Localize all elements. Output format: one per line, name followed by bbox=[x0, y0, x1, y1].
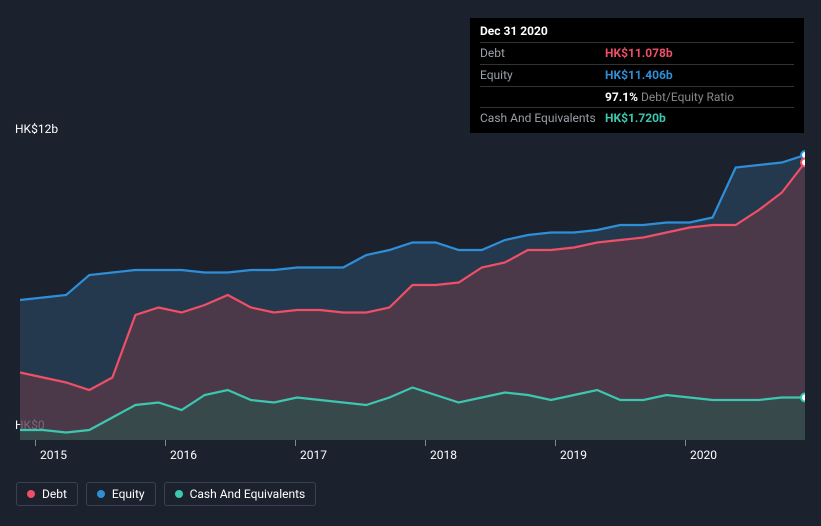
tooltip-label-ratio bbox=[480, 89, 605, 106]
tooltip-value-ratio: 97.1% Debt/Equity Ratio bbox=[605, 89, 734, 106]
legend-dot-icon bbox=[97, 490, 105, 498]
x-tick bbox=[685, 440, 686, 446]
x-axis-label: 2020 bbox=[690, 448, 717, 462]
tooltip-label-cash: Cash And Equivalents bbox=[480, 110, 605, 127]
tooltip-title: Dec 31 2020 bbox=[480, 24, 794, 42]
x-tick bbox=[555, 440, 556, 446]
x-axis-label: 2019 bbox=[560, 448, 587, 462]
legend-dot-icon bbox=[175, 490, 183, 498]
x-tick bbox=[165, 440, 166, 446]
chart-legend: Debt Equity Cash And Equivalents bbox=[16, 482, 316, 506]
debt-end-marker bbox=[801, 159, 805, 167]
legend-label: Cash And Equivalents bbox=[190, 487, 306, 501]
x-axis-labels: 2015 2016 2017 2018 2019 2020 bbox=[20, 448, 801, 468]
legend-item-debt[interactable]: Debt bbox=[16, 482, 78, 506]
legend-dot-icon bbox=[27, 490, 35, 498]
x-axis-label: 2015 bbox=[40, 448, 67, 462]
tooltip-value-debt: HK$11.078b bbox=[605, 45, 673, 62]
x-tick bbox=[35, 440, 36, 446]
x-axis-label: 2016 bbox=[170, 448, 197, 462]
tooltip-label-debt: Debt bbox=[480, 45, 605, 62]
x-tick bbox=[425, 440, 426, 446]
chart-tooltip: Dec 31 2020 Debt HK$11.078b Equity HK$11… bbox=[470, 18, 804, 133]
legend-label: Equity bbox=[112, 487, 145, 501]
area-chart[interactable] bbox=[20, 140, 805, 440]
legend-item-equity[interactable]: Equity bbox=[86, 482, 156, 506]
x-axis-label: 2017 bbox=[300, 448, 327, 462]
tooltip-value-equity: HK$11.406b bbox=[605, 67, 673, 84]
legend-item-cash-and-equivalents[interactable]: Cash And Equivalents bbox=[164, 482, 317, 506]
tooltip-label-equity: Equity bbox=[480, 67, 605, 84]
x-axis-label: 2018 bbox=[430, 448, 457, 462]
cash-end-marker bbox=[801, 394, 805, 402]
tooltip-value-cash: HK$1.720b bbox=[605, 110, 666, 127]
legend-label: Debt bbox=[42, 487, 67, 501]
x-tick bbox=[295, 440, 296, 446]
y-axis-label-top: HK$12b bbox=[15, 122, 58, 136]
